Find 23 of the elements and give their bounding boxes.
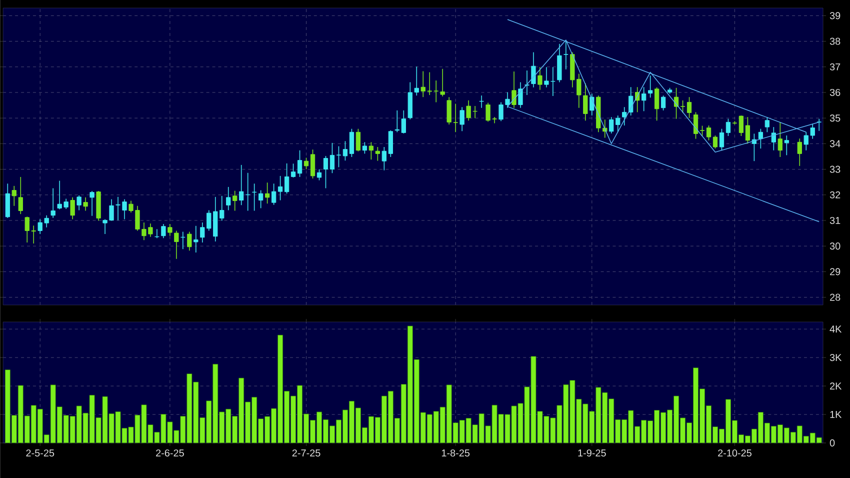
x-tick-label: 1-9-25	[578, 449, 606, 457]
y-tick-label: 39	[830, 12, 840, 20]
y-tick-label: 33	[830, 166, 840, 173]
x-tick-label: 2-10-25	[718, 449, 752, 457]
y-tick-label: 0	[830, 439, 835, 446]
y-tick-label: 34	[830, 140, 840, 148]
y-tick-label: 28	[830, 294, 840, 301]
x-tick-label: 2-5-25	[26, 449, 54, 457]
y-tick-label: 32	[830, 191, 840, 198]
x-tick-label: 2-6-25	[156, 449, 184, 457]
y-tick-label: 31	[830, 216, 840, 224]
y-tick-label: 2K	[830, 382, 842, 390]
y-tick-label: 35	[830, 114, 840, 122]
y-tick-label: 30	[830, 242, 840, 250]
y-tick-label: 36	[830, 88, 840, 96]
x-tick-label: 2-7-25	[292, 449, 320, 457]
x-tick-label: 1-8-25	[442, 449, 470, 457]
y-tick-label: 29	[830, 268, 840, 276]
y-tick-label: 4K	[830, 326, 842, 333]
y-tick-label: 3K	[830, 354, 842, 362]
y-tick-label: 37	[830, 63, 840, 70]
y-tick-label: 1K	[830, 411, 842, 418]
y-tick-label: 38	[830, 38, 840, 45]
